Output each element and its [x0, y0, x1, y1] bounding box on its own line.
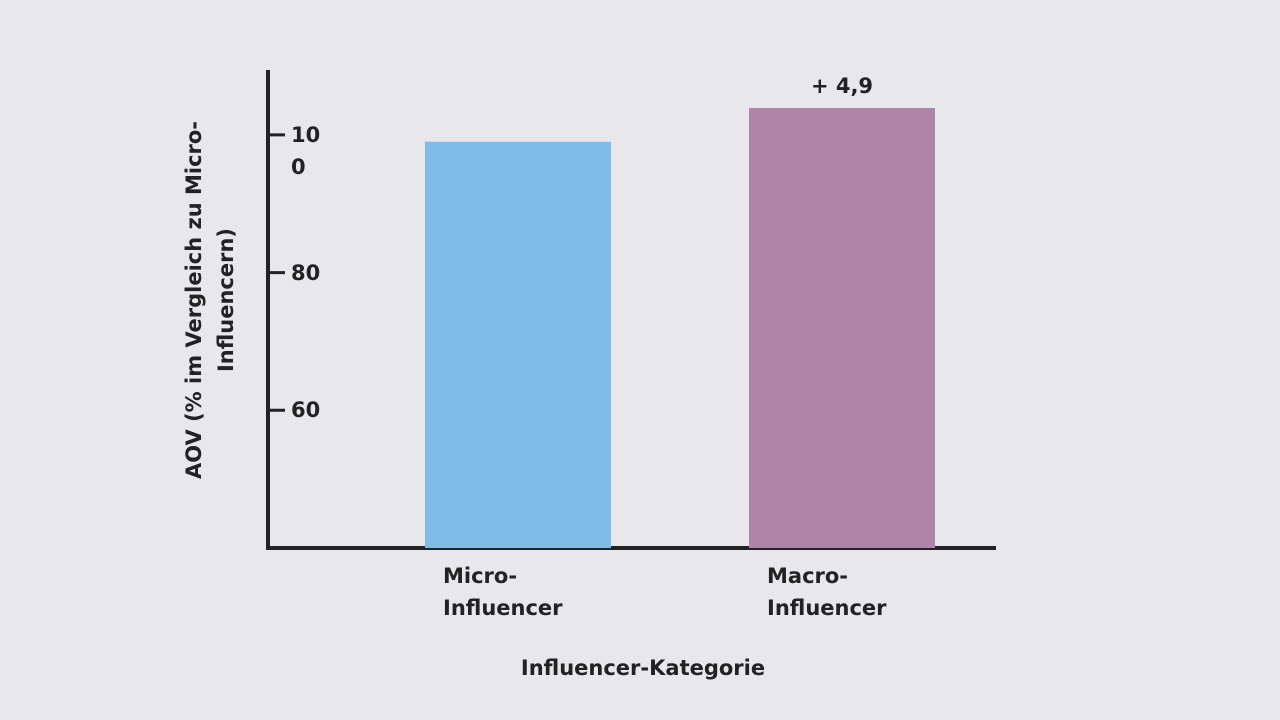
- y-axis-title: AOV (% im Vergleich zu Micro-Influencern…: [182, 120, 238, 480]
- x-tick-label: Macro-Influencer: [767, 564, 887, 620]
- bar: [749, 108, 935, 548]
- bar: [425, 141, 611, 548]
- annotation: + 4,9: [810, 74, 874, 98]
- y-tick-label: 80: [291, 260, 321, 285]
- y-tick-label: 100: [291, 122, 321, 179]
- y-tick-label: 60: [291, 398, 321, 423]
- x-axis-title: Influencer-Kategorie: [520, 656, 766, 680]
- x-tick-label: Micro-Influencer: [443, 564, 563, 620]
